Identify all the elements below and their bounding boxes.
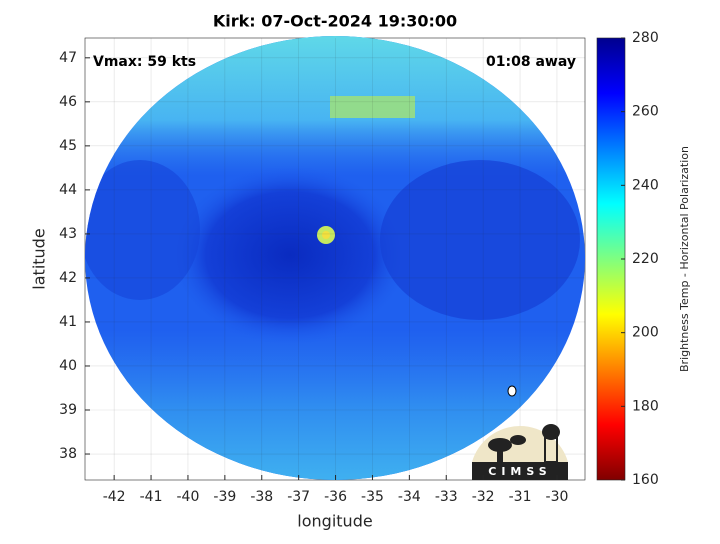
x-axis-label: longitude <box>297 512 372 531</box>
colorbar-tick-label: 260 <box>632 104 659 120</box>
x-tick-label: -41 <box>140 489 163 505</box>
colorbar-tick-label: 240 <box>632 177 659 193</box>
y-tick-label: 40 <box>59 358 77 374</box>
colorbar-tick-label: 160 <box>632 472 659 488</box>
x-tick-label: -38 <box>250 489 273 505</box>
y-tick-label: 44 <box>59 182 77 198</box>
y-tick-label: 45 <box>59 138 77 154</box>
x-tick-label: -35 <box>361 489 384 505</box>
colorbar-tick-label: 180 <box>632 398 659 414</box>
colorbar <box>596 37 626 481</box>
logo-text: CIMSS <box>488 465 551 478</box>
x-tick-label: -34 <box>398 489 421 505</box>
annotation: 01:08 away <box>486 54 576 70</box>
chart-title: Kirk: 07-Oct-2024 19:30:00 <box>213 12 457 31</box>
y-tick-label: 47 <box>59 50 77 66</box>
logo: CIMSS <box>472 424 568 480</box>
grid <box>85 38 585 480</box>
x-tick-label: -36 <box>324 489 347 505</box>
x-tick-label: -39 <box>213 489 236 505</box>
y-axis-label: latitude <box>30 228 49 289</box>
annotation: Vmax: 59 kts <box>93 54 196 70</box>
y-tick-label: 39 <box>59 402 77 418</box>
x-tick-label: -40 <box>177 489 200 505</box>
x-tick-label: -32 <box>472 489 495 505</box>
colorbar-tick-label: 280 <box>632 30 659 46</box>
y-tick-label: 41 <box>59 314 77 330</box>
colorbar-tick-label: 220 <box>632 251 659 267</box>
y-tick-label: 42 <box>59 270 77 286</box>
x-tick-label: -33 <box>435 489 458 505</box>
y-tick-label: 46 <box>59 94 77 110</box>
x-tick-label: -37 <box>287 489 310 505</box>
colorbar-label: Brightness Temp - Horizontal Polarizatio… <box>678 146 691 372</box>
marker <box>507 385 517 397</box>
x-tick-label: -31 <box>509 489 532 505</box>
x-tick-label: -42 <box>103 489 126 505</box>
colorbar-tick-label: 200 <box>632 325 659 341</box>
y-tick-label: 43 <box>59 226 77 242</box>
x-tick-label: -30 <box>546 489 569 505</box>
y-tick-label: 38 <box>59 446 77 462</box>
